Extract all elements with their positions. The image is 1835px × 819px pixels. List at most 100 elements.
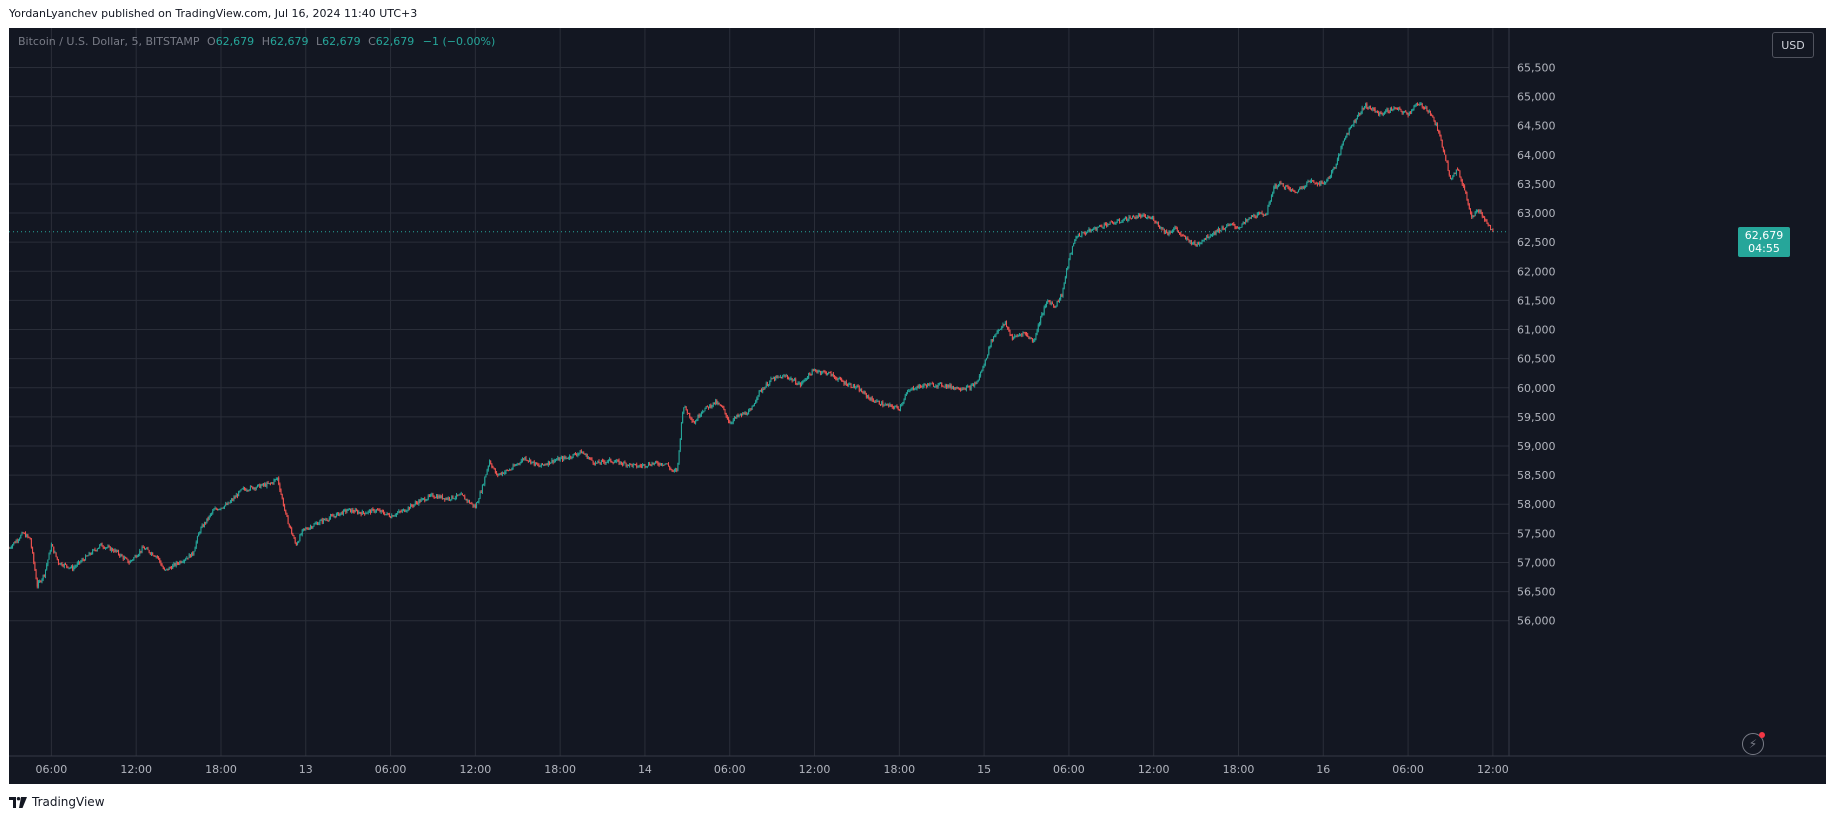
candle-body bbox=[1102, 226, 1104, 228]
candle-body bbox=[824, 371, 826, 373]
candle-body bbox=[1406, 112, 1408, 115]
candle-body bbox=[917, 386, 919, 389]
candle-body bbox=[1402, 111, 1404, 113]
candle-body bbox=[1267, 206, 1269, 215]
candle-body bbox=[240, 489, 242, 491]
candle-body bbox=[976, 380, 978, 384]
lightning-icon[interactable]: ⚡ bbox=[1742, 732, 1765, 755]
candle-body bbox=[1331, 171, 1333, 176]
candle-body bbox=[716, 400, 718, 404]
candle-body bbox=[669, 466, 671, 469]
candle-body bbox=[876, 400, 878, 403]
candle-body bbox=[1428, 110, 1430, 113]
candle-body bbox=[809, 373, 811, 375]
candle-body bbox=[1412, 109, 1414, 111]
candle-body bbox=[122, 556, 124, 560]
candle-body bbox=[1186, 238, 1188, 240]
candle-body bbox=[715, 400, 717, 404]
candle-body bbox=[848, 384, 850, 386]
candle-body bbox=[201, 525, 203, 528]
candle-body bbox=[443, 498, 445, 500]
candle-body bbox=[861, 389, 863, 393]
candle-body bbox=[664, 463, 666, 465]
candle-body bbox=[706, 406, 708, 408]
candle-body bbox=[922, 385, 924, 388]
candle-body bbox=[1362, 107, 1364, 109]
candle-body bbox=[1226, 225, 1228, 228]
candle-body bbox=[173, 563, 175, 566]
candle-body bbox=[1440, 135, 1442, 140]
candle-body bbox=[100, 543, 102, 545]
candle-body bbox=[281, 494, 283, 499]
candle-body bbox=[465, 499, 467, 501]
candle-body bbox=[1415, 103, 1417, 105]
candle-body bbox=[537, 464, 539, 466]
candle-body bbox=[448, 497, 450, 500]
candle-body bbox=[80, 561, 82, 563]
footer-brand[interactable]: TradingView bbox=[9, 795, 105, 809]
candle-body bbox=[901, 404, 903, 406]
candle-body bbox=[269, 483, 271, 485]
candle-body bbox=[1334, 167, 1336, 169]
candle-body bbox=[375, 509, 377, 512]
candle-body bbox=[1329, 175, 1331, 179]
price-chart[interactable]: 56,000 56,500 57,000 57,500 58,000 58,500 59,0… bbox=[9, 28, 1826, 784]
candle-body bbox=[703, 411, 705, 413]
candle-body bbox=[822, 371, 824, 373]
candle-body bbox=[1064, 276, 1066, 283]
candle-body bbox=[43, 575, 45, 577]
candle-body bbox=[1005, 322, 1007, 327]
symbol-title[interactable]: Bitcoin / U.S. Dollar, 5, BITSTAMP bbox=[18, 35, 200, 48]
candle-body bbox=[997, 329, 999, 333]
candle-body bbox=[159, 558, 161, 562]
chart-panel[interactable]: 56,000 56,500 57,000 57,500 58,000 58,500 59,0… bbox=[9, 28, 1826, 784]
candle-body bbox=[790, 378, 792, 380]
candle-body bbox=[90, 553, 92, 555]
candle-body bbox=[700, 412, 702, 415]
candle-body bbox=[1104, 223, 1106, 225]
candle-body bbox=[1030, 338, 1032, 340]
candle-body bbox=[1265, 214, 1267, 216]
candle-body bbox=[786, 375, 788, 378]
candle-body bbox=[911, 387, 913, 389]
candle-body bbox=[404, 509, 406, 512]
candle-body bbox=[692, 420, 694, 422]
candle-body bbox=[1281, 183, 1283, 185]
candle-body bbox=[1130, 218, 1132, 220]
candle-body bbox=[265, 483, 267, 487]
candle-body bbox=[195, 541, 197, 548]
candle-body bbox=[67, 566, 69, 569]
candle-body bbox=[1365, 103, 1367, 107]
candle-body bbox=[683, 407, 685, 413]
candle-body bbox=[973, 384, 975, 386]
candle-body bbox=[260, 485, 262, 488]
y-tick-label: 64,000 bbox=[1517, 149, 1556, 162]
candle-body bbox=[1243, 222, 1245, 224]
candle-body bbox=[1184, 236, 1186, 240]
candle-body bbox=[549, 461, 551, 464]
candle-body bbox=[1418, 104, 1420, 106]
candle-body bbox=[702, 411, 704, 413]
candle-body bbox=[1227, 225, 1229, 227]
candle-body bbox=[1298, 189, 1300, 193]
candle-body bbox=[577, 453, 579, 456]
candle-body bbox=[1037, 324, 1039, 331]
candle-body bbox=[114, 549, 116, 552]
candle-body bbox=[1219, 228, 1221, 232]
candle-body bbox=[1126, 216, 1128, 221]
candle-body bbox=[879, 404, 881, 406]
candle-body bbox=[176, 562, 178, 564]
candle-body bbox=[723, 407, 725, 410]
candle-body bbox=[300, 534, 302, 536]
candle-body bbox=[179, 561, 181, 564]
currency-button[interactable]: USD bbox=[1772, 32, 1814, 58]
candle-body bbox=[110, 548, 112, 551]
candle-body bbox=[1089, 229, 1091, 232]
candle-body bbox=[981, 371, 983, 373]
candle-body bbox=[598, 460, 600, 464]
candle-body bbox=[815, 369, 817, 371]
candle-body bbox=[1335, 163, 1337, 168]
candle-body bbox=[59, 563, 61, 565]
candle-body bbox=[96, 548, 98, 551]
candle-body bbox=[1259, 212, 1261, 214]
